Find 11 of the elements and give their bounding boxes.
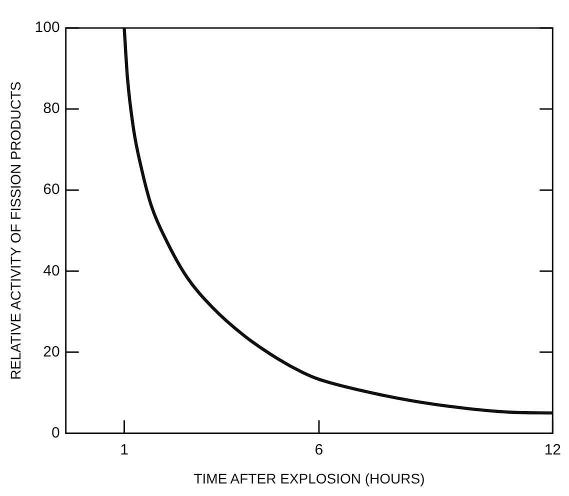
y-tick-label: 60 [43, 181, 60, 198]
x-axis-title: TIME AFTER EXPLOSION (HOURS) [194, 470, 425, 486]
y-tick-label: 100 [34, 19, 60, 36]
y-tick-label: 40 [43, 262, 60, 280]
y-tick-label: 80 [43, 100, 60, 118]
y-tick-label: 20 [43, 343, 60, 360]
x-tick-label: 12 [544, 441, 561, 458]
x-tick-label: 6 [314, 441, 324, 458]
x-tick-label: 1 [120, 441, 128, 458]
y-tick-label: 0 [51, 424, 60, 442]
y-axis-title: RELATIVE ACTIVITY OF FISSION PRODUCTS [7, 82, 24, 380]
